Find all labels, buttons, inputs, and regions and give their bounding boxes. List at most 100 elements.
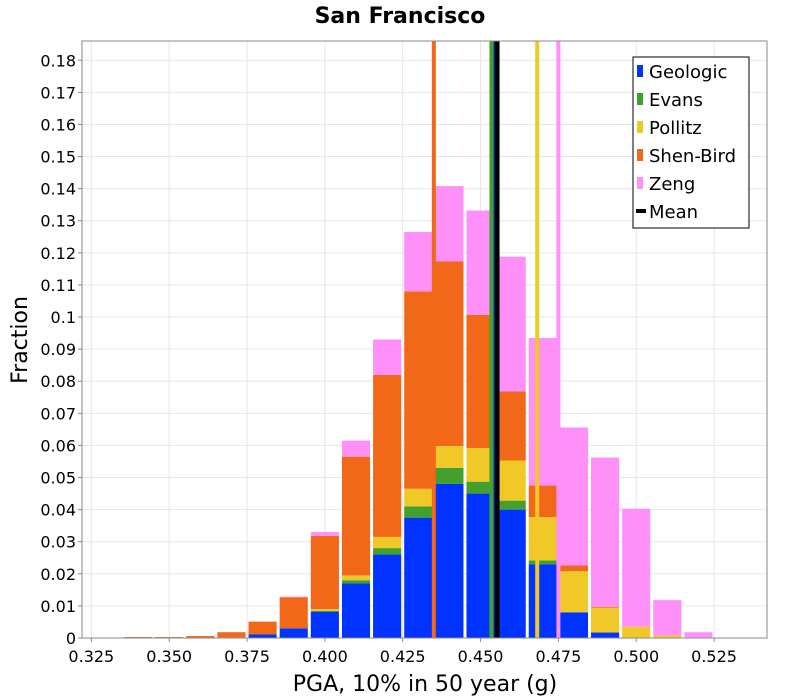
y-tick-label-9: 0.09 (40, 340, 76, 359)
x-axis-label: PGA, 10% in 50 year (g) (293, 672, 557, 697)
legend-swatch-evans (637, 93, 643, 105)
bar-geologic-13 (497, 509, 526, 638)
legend-label-pollitz: Pollitz (649, 118, 702, 139)
bar-shen-bird-5 (248, 621, 277, 635)
y-tick-label-10: 0.1 (51, 308, 76, 327)
bar-zeng-6 (279, 596, 308, 598)
legend: Geologic Evans Pollitz Shen-Bird Zeng Mean (632, 56, 750, 229)
bar-pollitz-17 (622, 626, 651, 638)
bar-zeng-19 (684, 632, 713, 638)
legend-swatch-zeng (637, 177, 643, 189)
x-tick-label-1: 0.350 (146, 647, 192, 666)
y-tick-label-15: 0.15 (40, 148, 76, 167)
bar-pollitz-10 (404, 488, 433, 507)
bar-geologic-8 (341, 583, 371, 638)
x-tick-label-7: 0.500 (613, 647, 659, 666)
bar-zeng-17 (622, 508, 651, 627)
y-tick-label-16: 0.16 (40, 115, 76, 134)
y-tick-label-0: 0 (66, 629, 76, 648)
bar-geologic-15 (559, 612, 589, 638)
bar-zeng-11 (435, 186, 464, 262)
bar-geologic-7 (310, 611, 339, 638)
mean-lines (431, 41, 561, 638)
legend-swatch-geologic (637, 65, 643, 77)
bar-shen-bird-10 (404, 291, 433, 489)
bar-shen-bird-15 (559, 565, 589, 572)
bar-shen-bird-14 (528, 485, 557, 517)
bar-pollitz-13 (497, 460, 526, 501)
bar-evans-9 (373, 548, 402, 555)
bar-geologic-10 (404, 517, 433, 638)
chart-title: San Francisco (315, 4, 486, 29)
bar-pollitz-9 (373, 536, 402, 549)
x-tick-label-6: 0.475 (535, 647, 581, 666)
bar-zeng-10 (404, 231, 433, 292)
bar-evans-8 (341, 580, 371, 584)
x-tick-label-8: 0.525 (691, 647, 737, 666)
bars (123, 186, 713, 638)
bar-shen-bird-11 (435, 261, 464, 447)
x-axis-ticks: 0.325 0.350 0.375 0.400 0.425 0.450 0.475 0.500… (68, 638, 737, 666)
bar-evans-7 (310, 610, 339, 612)
bar-geologic-5 (248, 634, 277, 638)
bar-zeng-7 (310, 532, 339, 536)
bar-zeng-18 (653, 600, 682, 636)
bar-geologic-16 (591, 632, 620, 638)
bar-pollitz-16 (591, 607, 620, 633)
y-tick-label-5: 0.05 (40, 469, 76, 488)
bar-shen-bird-3 (186, 636, 215, 638)
y-axis-label: Fraction (8, 296, 33, 384)
y-tick-label-4: 0.04 (40, 501, 76, 520)
bar-evans-13 (497, 500, 526, 510)
legend-label-zeng: Zeng (649, 174, 695, 195)
y-tick-label-2: 0.02 (40, 565, 76, 584)
bar-shen-bird-9 (373, 374, 402, 537)
legend-box (632, 56, 750, 229)
y-tick-label-1: 0.01 (40, 597, 76, 616)
legend-label-geologic: Geologic (649, 62, 727, 83)
bar-pollitz-11 (435, 446, 464, 468)
bar-pollitz-7 (310, 609, 339, 611)
y-tick-label-12: 0.12 (40, 244, 76, 263)
bar-evans-12 (466, 481, 495, 494)
bar-evans-14 (528, 560, 557, 565)
bar-pollitz-15 (559, 571, 589, 613)
bar-geologic-11 (435, 483, 464, 638)
bar-geologic-14 (528, 564, 557, 638)
y-tick-label-6: 0.06 (40, 436, 76, 455)
legend-label-shen-bird: Shen-Bird (649, 146, 736, 167)
bar-shen-bird-7 (310, 535, 339, 610)
bar-pollitz-14 (528, 516, 557, 561)
bar-zeng-8 (341, 440, 371, 457)
y-tick-label-18: 0.18 (40, 51, 76, 70)
bar-geologic-6 (279, 628, 308, 638)
plot-frame (81, 40, 768, 639)
legend-label-mean: Mean (649, 202, 698, 223)
y-tick-label-13: 0.13 (40, 212, 76, 231)
x-tick-label-5: 0.450 (458, 647, 504, 666)
bar-zeng-9 (373, 339, 402, 375)
y-tick-label-14: 0.14 (40, 180, 76, 199)
bar-evans-11 (435, 467, 464, 484)
bar-pollitz-8 (341, 575, 371, 581)
y-axis-ticks: 0 0.01 0.02 0.03 0.04 0.05 0.06 0.07 0.08 0.09 0.1… (40, 51, 82, 648)
y-tick-label-8: 0.08 (40, 372, 76, 391)
bar-zeng-16 (591, 457, 620, 607)
bar-shen-bird-8 (341, 456, 371, 576)
x-tick-label-3: 0.400 (302, 647, 348, 666)
bar-shen-bird-6 (279, 597, 308, 629)
bar-zeng-15 (559, 427, 589, 566)
x-tick-label-4: 0.425 (380, 647, 426, 666)
y-tick-label-17: 0.17 (40, 83, 76, 102)
bar-shen-bird-4 (217, 632, 246, 638)
legend-label-evans: Evans (649, 90, 703, 111)
legend-swatch-pollitz (637, 121, 643, 133)
bar-evans-10 (404, 506, 433, 518)
y-tick-label-7: 0.07 (40, 404, 76, 423)
bar-pollitz-18 (653, 635, 682, 638)
y-tick-label-3: 0.03 (40, 533, 76, 552)
bar-zeng-14 (528, 337, 557, 486)
bar-zeng-13 (497, 256, 526, 392)
bar-geologic-9 (373, 554, 402, 638)
